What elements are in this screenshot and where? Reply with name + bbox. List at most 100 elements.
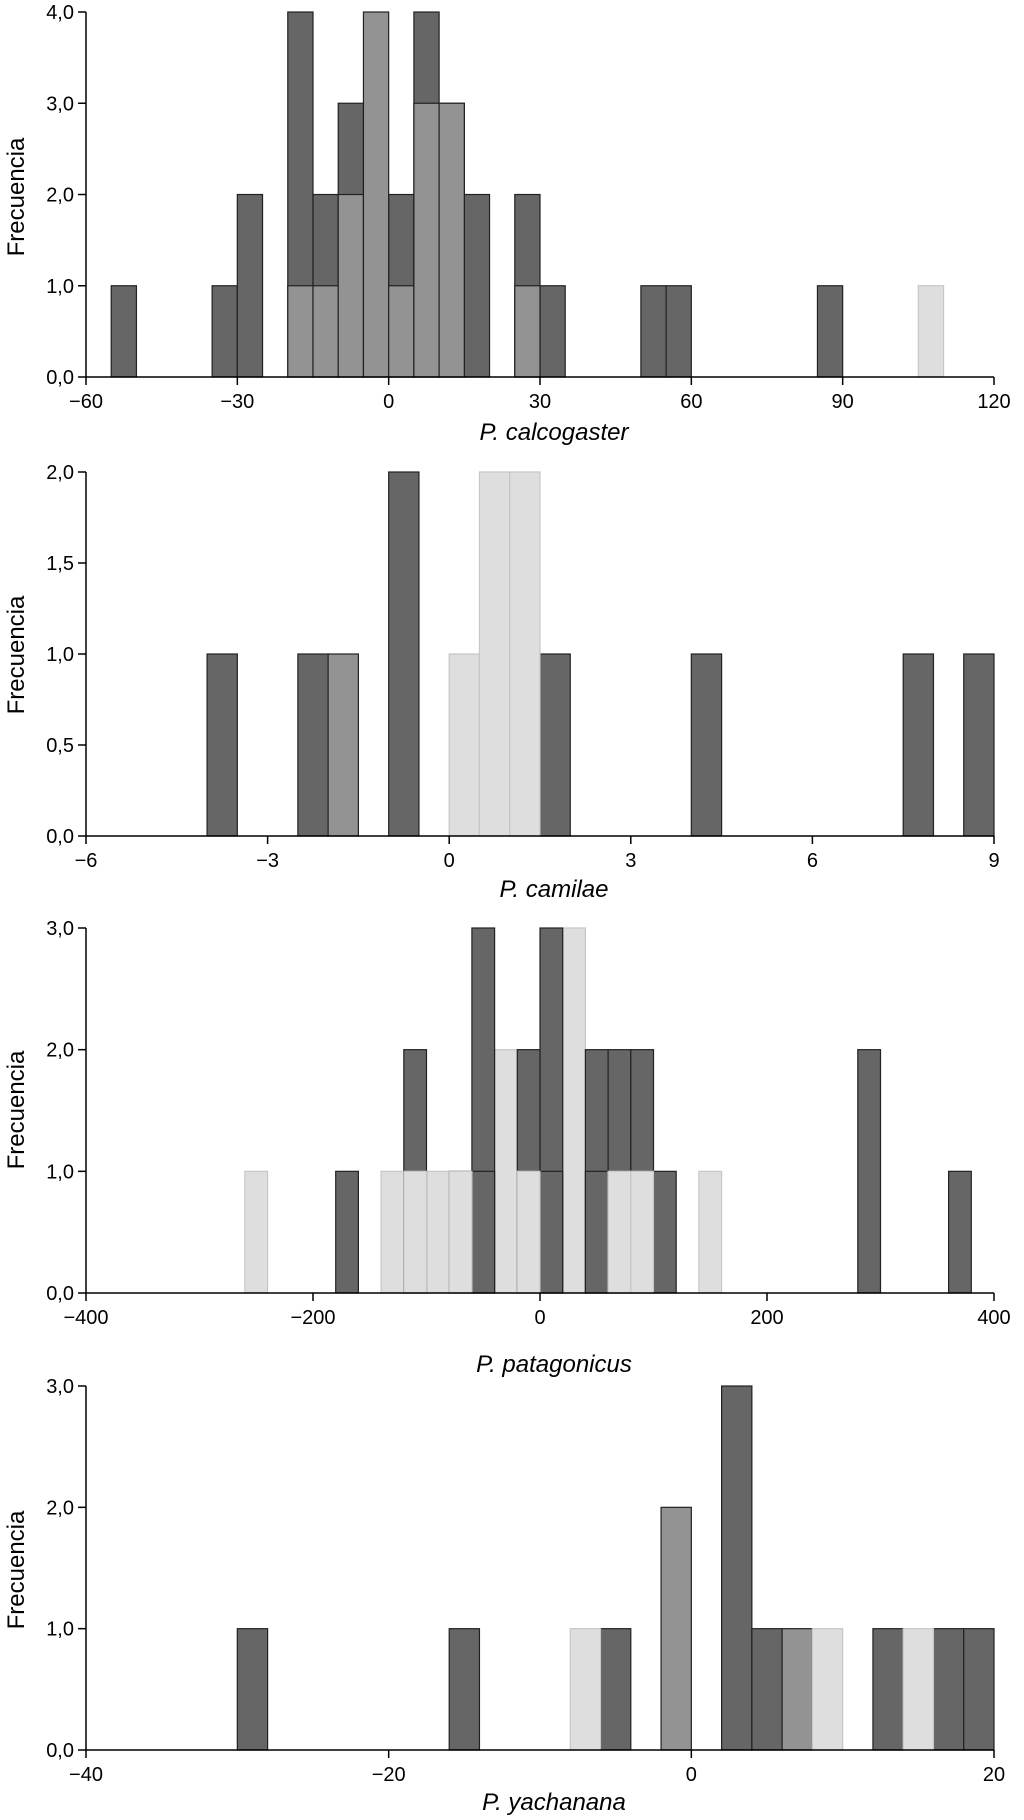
bar-dark-15: [463, 193, 491, 378]
bar-dark-7.5: [902, 653, 935, 837]
chart-panel-1: 0,0 1,0 2,0 3,0 4,0 −60 −30 0 30 60 90 120 P. calcog…: [3, 2, 1011, 446]
bar-dark-8.5: [963, 653, 995, 837]
x-axis-title: P. patagonicus: [476, 1351, 632, 1378]
y-tick-label: 3,0: [46, 918, 74, 940]
x-tick-label: 0: [444, 850, 455, 872]
x-tick-label: 3: [625, 850, 636, 872]
bar-light--8: [569, 1628, 602, 1751]
x-tick-label: −60: [69, 391, 103, 413]
bar-light-overlap--80: [448, 1170, 473, 1294]
bar-dark-2: [720, 1385, 753, 1751]
bar-light--140: [380, 1170, 405, 1294]
bar-light-overlap-80: [630, 1170, 655, 1294]
bar-dark--1: [388, 471, 420, 837]
x-tick-label: 0: [383, 391, 394, 413]
bar-light-14: [902, 1628, 935, 1751]
x-tick-label: 90: [832, 391, 854, 413]
bar-medium-0: [388, 285, 415, 378]
bar-dark-overlap-0: [539, 1170, 564, 1294]
chart-panel-3: 0,0 1,0 2,0 3,0 −400 −200 0 200 400 P. patagonicu…: [3, 918, 1011, 1378]
x-tick-label: 0: [534, 1307, 545, 1329]
y-tick-label: 1,0: [46, 1619, 74, 1641]
bar-dark-16: [932, 1628, 965, 1751]
y-tick-label: 2,0: [46, 185, 74, 207]
x-tick-label: −6: [75, 850, 98, 872]
bar-dark-55: [665, 285, 692, 378]
bar-light-1: [509, 471, 541, 837]
bar-dark-50: [640, 285, 667, 378]
x-tick-label: −400: [63, 1307, 108, 1329]
y-tick-label: 1,0: [46, 276, 74, 298]
y-tick-label: 0,0: [46, 1283, 74, 1305]
x-axis-title: P. camilae: [500, 876, 609, 903]
bar-medium-5: [413, 102, 440, 378]
bar-dark--4: [206, 653, 238, 837]
y-tick-label: 0,0: [46, 367, 74, 389]
bar-dark--2.5: [297, 653, 329, 837]
bar-dark-12: [872, 1628, 904, 1751]
y-tick-label: 2,0: [46, 1040, 74, 1062]
bar-medium--2: [660, 1506, 692, 1751]
x-axis-title: P. yachanana: [482, 1789, 626, 1816]
bar-medium--20: [287, 285, 314, 378]
bar-light--100: [425, 1170, 450, 1294]
bar-light-140: [698, 1170, 723, 1294]
x-tick-label: −30: [220, 391, 254, 413]
y-tick-label: 4,0: [46, 2, 74, 24]
bar-dark--30: [236, 1628, 269, 1751]
y-axis-title: Frecuencia: [3, 1050, 30, 1169]
bar-dark--180: [335, 1170, 360, 1294]
bar-light-8: [811, 1628, 844, 1751]
chart-panel-4: 0,0 1,0 2,0 3,0 −40 −20 0 20 P. yachanana Frecuen…: [3, 1376, 1005, 1816]
bar-light-overlap--20: [516, 1170, 541, 1294]
y-tick-label: 2,0: [46, 462, 74, 484]
bar-dark-overlap-40: [584, 1170, 609, 1294]
bar-dark--55: [110, 285, 138, 378]
y-tick-label: 2,0: [46, 1497, 74, 1519]
bar-light-105: [917, 285, 945, 378]
x-tick-label: 200: [750, 1307, 783, 1329]
bar-light-0: [448, 653, 481, 837]
bar-dark--16: [448, 1628, 481, 1751]
bar-light--260: [244, 1170, 269, 1294]
x-tick-label: −3: [256, 850, 279, 872]
bar-medium--5: [362, 11, 390, 378]
bar-medium--15: [312, 285, 339, 378]
bar-dark-18: [963, 1628, 995, 1751]
y-tick-label: 1,0: [46, 1161, 74, 1183]
x-tick-label: −20: [372, 1764, 406, 1786]
bar-light--40: [494, 1049, 518, 1294]
y-axis-title: Frecuencia: [3, 1510, 30, 1629]
bar-light-overlap--120: [403, 1170, 428, 1294]
bar-medium-6: [781, 1628, 814, 1751]
x-tick-label: 60: [680, 391, 702, 413]
y-tick-label: 1,0: [46, 644, 74, 666]
y-tick-label: 0,5: [46, 735, 74, 757]
x-tick-label: 9: [988, 850, 999, 872]
x-tick-label: 6: [807, 850, 818, 872]
y-tick-label: 1,5: [46, 553, 74, 575]
bar-dark--6: [599, 1628, 632, 1751]
y-tick-label: 3,0: [46, 1376, 74, 1398]
bar-medium-25: [514, 285, 541, 378]
x-tick-label: −200: [290, 1307, 335, 1329]
bar-medium-10: [438, 102, 465, 378]
x-tick-label: −40: [69, 1764, 103, 1786]
bar-dark-30: [539, 285, 566, 378]
bar-dark-280: [857, 1049, 882, 1294]
y-tick-label: 0,0: [46, 826, 74, 848]
x-tick-label: 30: [529, 391, 551, 413]
bar-light-20: [562, 927, 587, 1294]
chart-panel-2: 0,0 0,5 1,0 1,5 2,0 −6 −3 0 3 6 9 P. camilae Frecuen…: [3, 462, 1000, 903]
bar-dark--30: [236, 193, 264, 378]
y-tick-label: 0,0: [46, 1740, 74, 1762]
bar-dark-overlap--60: [471, 1170, 496, 1294]
bar-dark-360: [947, 1170, 972, 1294]
x-tick-label: 120: [977, 391, 1010, 413]
bar-dark-4: [751, 1628, 783, 1751]
x-tick-label: 0: [686, 1764, 697, 1786]
bar-dark-85: [816, 285, 844, 378]
x-axis-title: P. calcogaster: [480, 419, 630, 446]
bar-light-overlap-60: [607, 1170, 632, 1294]
